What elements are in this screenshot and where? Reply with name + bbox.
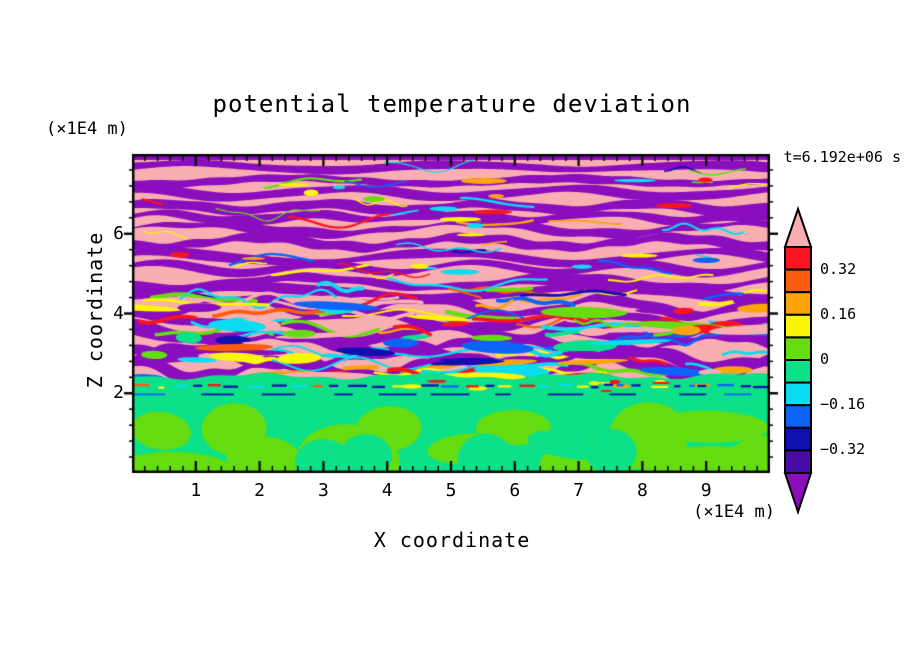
x-tick-label: 5: [445, 480, 457, 501]
colorbar-segment: [784, 291, 812, 316]
z-tick-label: 2: [113, 382, 124, 404]
colorbar-tick-label: −0.32: [820, 440, 866, 459]
colorbar-tick-label: 0: [820, 350, 830, 368]
colorbar-segment: [784, 404, 812, 429]
colorbar-arrow-top: [783, 205, 813, 248]
colorbar-segment: [784, 381, 812, 407]
heatmap-plot: [120, 148, 782, 487]
x-tick-label: 6: [509, 480, 521, 501]
colorbar-tick-label: −0.16: [820, 395, 866, 414]
x-tick-label: 9: [700, 480, 712, 501]
x-axis-unit-label: (×1E4 m): [693, 502, 775, 522]
colorbar-tick-label: 0.16: [820, 304, 857, 323]
colorbar-tick-label: 0.32: [820, 259, 857, 278]
z-tick-label: 6: [113, 222, 124, 244]
x-tick-label: 1: [190, 480, 202, 501]
z-tick-label: 4: [113, 302, 124, 324]
plot-title: potential temperature deviation: [212, 90, 692, 118]
time-annotation: t=6.192e+06 s: [783, 148, 901, 166]
colorbar-arrow-bottom: [783, 472, 813, 516]
z-axis-unit-label: (×1E4 m): [46, 119, 128, 139]
x-tick-label: 2: [254, 480, 266, 501]
colorbar: [783, 205, 813, 516]
x-tick-label: 7: [573, 480, 585, 501]
x-axis-label: X coordinate: [373, 528, 531, 552]
colorbar-segment: [784, 359, 812, 384]
z-axis-label: Z coordinate: [83, 231, 107, 389]
colorbar-segment: [784, 449, 812, 474]
x-tick-label: 8: [636, 480, 648, 501]
colorbar-segment: [784, 246, 812, 271]
colorbar-segment: [784, 313, 812, 339]
x-tick-label: 3: [317, 480, 329, 501]
colorbar-segment: [784, 426, 812, 452]
colorbar-segment: [784, 268, 812, 294]
colorbar-segment: [784, 336, 812, 361]
x-tick-label: 4: [381, 480, 393, 501]
